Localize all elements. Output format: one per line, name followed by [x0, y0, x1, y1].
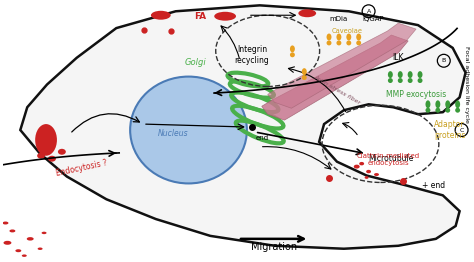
- Polygon shape: [268, 23, 416, 108]
- Ellipse shape: [445, 108, 450, 113]
- Ellipse shape: [366, 170, 371, 173]
- Ellipse shape: [365, 176, 369, 179]
- Ellipse shape: [27, 237, 34, 241]
- Ellipse shape: [418, 71, 422, 78]
- Ellipse shape: [130, 77, 247, 183]
- Text: Integrin
recycling: Integrin recycling: [235, 45, 269, 64]
- Ellipse shape: [48, 156, 56, 162]
- Text: ILK: ILK: [392, 53, 404, 62]
- Ellipse shape: [3, 241, 11, 245]
- Ellipse shape: [436, 100, 440, 108]
- Ellipse shape: [2, 222, 9, 225]
- Text: Adaptor
proteins: Adaptor proteins: [434, 120, 465, 140]
- Ellipse shape: [15, 249, 21, 252]
- Text: Migration: Migration: [251, 242, 297, 252]
- Ellipse shape: [35, 124, 57, 156]
- Ellipse shape: [426, 100, 430, 108]
- Ellipse shape: [374, 173, 379, 176]
- Ellipse shape: [455, 108, 460, 113]
- Ellipse shape: [398, 71, 403, 78]
- Text: IQGAP: IQGAP: [363, 16, 384, 22]
- Ellipse shape: [426, 108, 430, 113]
- Text: C: C: [459, 128, 464, 133]
- Ellipse shape: [302, 75, 307, 80]
- Ellipse shape: [327, 34, 331, 40]
- Ellipse shape: [22, 254, 27, 257]
- Ellipse shape: [356, 34, 361, 40]
- Text: Nucleus: Nucleus: [157, 129, 188, 139]
- Ellipse shape: [408, 71, 413, 78]
- Ellipse shape: [337, 40, 341, 45]
- Ellipse shape: [436, 108, 440, 113]
- Text: Clathrin-mediated
endocytosis: Clathrin-mediated endocytosis: [357, 153, 420, 166]
- Ellipse shape: [388, 71, 393, 78]
- Text: mDia: mDia: [330, 16, 348, 22]
- Ellipse shape: [354, 165, 360, 169]
- Text: MMP exocytosis: MMP exocytosis: [386, 90, 446, 99]
- Ellipse shape: [455, 100, 460, 108]
- Text: Focal adhesion life cycle: Focal adhesion life cycle: [464, 46, 469, 123]
- Text: Actin stress fiber: Actin stress fiber: [313, 75, 361, 106]
- Text: Caveolae: Caveolae: [331, 28, 362, 34]
- Polygon shape: [20, 5, 465, 249]
- Text: B: B: [442, 58, 446, 63]
- Ellipse shape: [42, 232, 46, 234]
- Text: end: end: [255, 135, 268, 141]
- Ellipse shape: [418, 78, 422, 83]
- Ellipse shape: [445, 100, 450, 108]
- Ellipse shape: [58, 149, 66, 155]
- Ellipse shape: [37, 153, 45, 159]
- Ellipse shape: [327, 40, 331, 45]
- Ellipse shape: [398, 78, 403, 83]
- Ellipse shape: [302, 68, 307, 75]
- Ellipse shape: [388, 78, 393, 83]
- Text: Endocytosis ?: Endocytosis ?: [55, 159, 108, 178]
- Text: Microtubule: Microtubule: [369, 154, 414, 163]
- Ellipse shape: [359, 162, 364, 165]
- Ellipse shape: [290, 52, 295, 57]
- Ellipse shape: [346, 34, 351, 40]
- Ellipse shape: [151, 11, 171, 20]
- Ellipse shape: [214, 12, 236, 21]
- Ellipse shape: [9, 230, 15, 232]
- Ellipse shape: [408, 78, 413, 83]
- Text: FA: FA: [194, 12, 207, 21]
- Text: A: A: [366, 9, 371, 14]
- Ellipse shape: [337, 34, 341, 40]
- Ellipse shape: [298, 9, 316, 17]
- Ellipse shape: [290, 45, 295, 52]
- Ellipse shape: [356, 40, 361, 45]
- Text: Golgi: Golgi: [184, 58, 206, 67]
- Text: + end: + end: [422, 181, 446, 190]
- Ellipse shape: [37, 248, 43, 250]
- Polygon shape: [262, 35, 408, 120]
- Ellipse shape: [346, 40, 351, 45]
